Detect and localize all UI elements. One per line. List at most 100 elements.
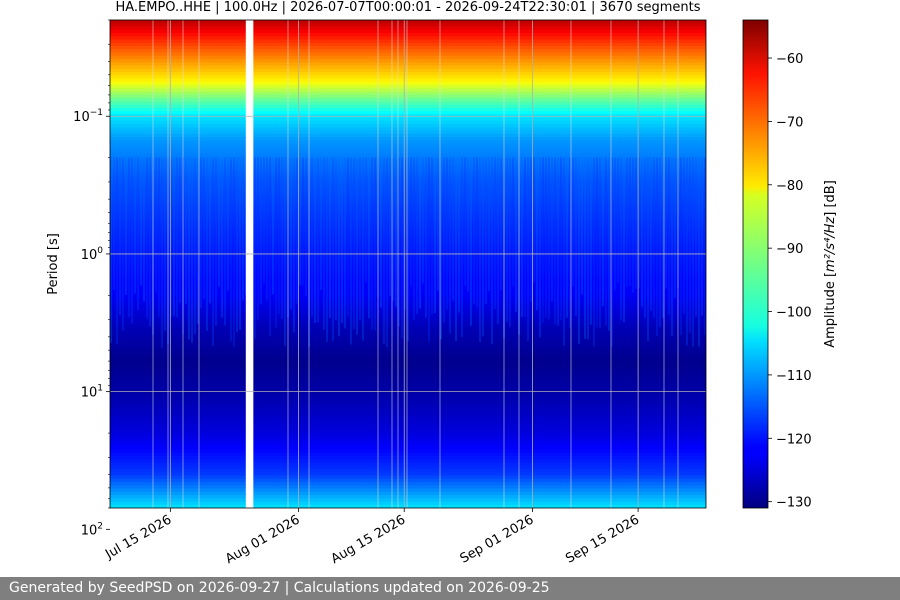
heatmap-streak — [659, 157, 661, 328]
heatmap-band — [110, 202, 706, 207]
heatmap-streak — [116, 157, 118, 344]
heatmap-streak — [365, 157, 367, 283]
heatmap-streak — [254, 157, 256, 339]
heatmap-streak — [257, 157, 259, 321]
heatmap-band — [110, 267, 706, 272]
heatmap-band — [110, 169, 706, 174]
heatmap-band — [110, 98, 706, 102]
heatmap-streak — [383, 157, 385, 345]
heatmap-streak — [317, 157, 319, 323]
heatmap-band — [110, 387, 706, 392]
heatmap-band — [110, 172, 706, 177]
colorbar-tick-label: −90 — [776, 242, 803, 257]
heatmap-band — [110, 481, 706, 486]
heatmap-streak — [380, 157, 382, 308]
heatmap-streak — [143, 157, 145, 302]
heatmap-streak — [236, 157, 238, 333]
heatmap-streak — [578, 157, 580, 345]
heatmap-band — [110, 124, 706, 128]
heatmap-band — [110, 250, 706, 255]
heatmap-streak — [686, 157, 688, 346]
heatmap-band — [110, 449, 706, 454]
heatmap-band — [110, 234, 706, 239]
heatmap-band — [110, 81, 706, 86]
heatmap-streak — [683, 157, 685, 314]
heatmap-streak — [536, 157, 538, 310]
heatmap-streak — [539, 157, 541, 338]
heatmap-band — [110, 244, 706, 249]
heatmap-streak — [290, 157, 292, 310]
heatmap-band — [110, 364, 706, 369]
colorbar-label: Amplitude [m²/s⁴/Hz] [dB] — [823, 180, 838, 348]
heatmap-streak — [641, 157, 643, 308]
x-tick-label: Aug 15 2026 — [329, 512, 409, 567]
data-gaps — [245, 20, 254, 508]
heatmap-streak — [623, 157, 625, 323]
heatmap-band — [110, 33, 706, 37]
heatmap-streak — [356, 157, 358, 335]
heatmap-band — [110, 195, 706, 200]
heatmap-streak — [359, 157, 361, 321]
heatmap-band — [110, 224, 706, 229]
heatmap-streak — [341, 157, 343, 324]
heatmap-streak — [386, 157, 388, 348]
heatmap-band — [110, 345, 706, 350]
y-tick-label: 102 — [81, 521, 103, 538]
heatmap-band — [110, 397, 706, 402]
heatmap-band — [110, 436, 706, 441]
heatmap-streak — [527, 157, 529, 341]
heatmap-band — [110, 127, 706, 132]
heatmap-streak — [458, 157, 460, 313]
heatmap-band — [110, 55, 706, 60]
heatmap-band — [110, 384, 706, 389]
heatmap-streak — [128, 157, 130, 317]
heatmap-streak — [662, 157, 664, 318]
heatmap-band — [110, 52, 706, 57]
heatmap-streak — [158, 157, 160, 318]
heatmap-streak — [440, 157, 442, 340]
heatmap-streak — [614, 157, 616, 291]
heatmap-band — [110, 407, 706, 411]
heatmap-band — [110, 342, 706, 346]
heatmap-band — [110, 257, 706, 262]
heatmap-streak — [230, 157, 232, 342]
heatmap-streak — [587, 157, 589, 340]
heatmap-streak — [563, 157, 565, 346]
heatmap-streak — [221, 157, 223, 318]
heatmap-band — [110, 153, 706, 158]
heatmap-streak — [155, 157, 157, 292]
heatmap-band — [110, 221, 706, 226]
y-tick-label: 100 — [81, 246, 104, 263]
heatmap-band — [110, 309, 706, 314]
heatmap-streak — [482, 157, 484, 337]
heatmap-streak — [425, 157, 427, 318]
heatmap-streak — [185, 157, 187, 304]
heatmap-band — [110, 459, 706, 464]
y-axis: 10−1 100 101 102 — [73, 19, 110, 538]
heatmap-streak — [314, 157, 316, 323]
heatmap-band — [110, 20, 706, 24]
heatmap-streak — [611, 157, 613, 347]
heatmap-streak — [350, 157, 352, 345]
heatmap-streak — [113, 157, 115, 290]
heatmap-streak — [344, 157, 346, 329]
heatmap-streak — [215, 157, 217, 326]
heatmap-streak — [470, 157, 472, 326]
heatmap-streak — [170, 157, 172, 317]
heatmap-band — [110, 368, 706, 372]
heatmap-band — [110, 478, 706, 483]
heatmap-band — [110, 416, 706, 421]
colorbar-tick-label: −60 — [776, 52, 803, 67]
heatmap-band — [110, 472, 706, 477]
heatmap-band — [110, 150, 706, 154]
heatmap-streak — [206, 157, 208, 332]
heatmap-streak — [347, 157, 349, 317]
heatmap-streak — [509, 157, 511, 327]
heatmap-streak — [596, 157, 598, 328]
heatmap-streak — [212, 157, 214, 347]
heatmap-band — [110, 446, 706, 451]
heatmap-band — [110, 452, 706, 457]
heatmap-streak — [176, 157, 178, 318]
heatmap-streak — [137, 157, 139, 311]
heatmap-streak — [635, 157, 637, 290]
